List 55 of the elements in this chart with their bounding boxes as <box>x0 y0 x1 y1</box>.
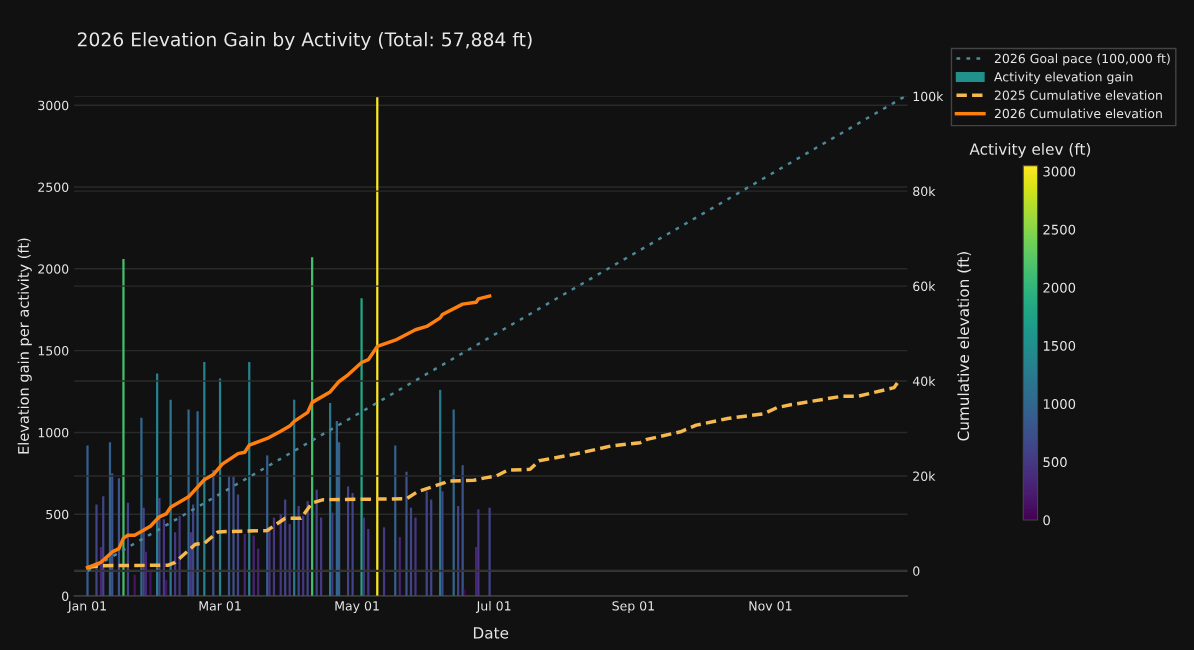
x-tick-label: Sep 01 <box>612 601 654 614</box>
bar <box>488 507 491 597</box>
bar <box>441 491 444 597</box>
legend-label: 2026 Cumulative elevation <box>994 108 1162 119</box>
y-axis-title: Elevation gain per activity (ft) <box>17 238 32 454</box>
y2-tick-label: 60k <box>913 281 936 291</box>
x-tick-label: May 01 <box>335 601 379 614</box>
y-tick-label: 1000 <box>38 427 69 438</box>
bar <box>158 497 161 597</box>
bar <box>86 445 89 597</box>
bar <box>414 517 417 597</box>
x-tick-label: Jan 01 <box>67 601 106 613</box>
color-bar-label: 500 <box>1043 457 1067 468</box>
y-tick-label: 2500 <box>38 182 69 192</box>
y-tick-label: 0 <box>62 591 69 601</box>
color-bar-label: 2500 <box>1043 224 1076 235</box>
x-tick-label: Mar 01 <box>199 601 241 611</box>
bar <box>196 411 199 597</box>
bar <box>232 476 235 597</box>
bar <box>187 409 190 597</box>
bar <box>405 471 408 597</box>
color-bar-label: 1000 <box>1043 399 1076 409</box>
x-axis-title: Date <box>473 627 509 639</box>
x-tick-label: Nov 01 <box>749 601 792 611</box>
y2-tick-label: 20k <box>913 471 936 481</box>
y2-axis-title: Cumulative elevation (ft) <box>957 252 971 441</box>
bar <box>360 298 363 597</box>
bar <box>169 399 172 597</box>
y2-tick-label: 40k <box>912 376 936 386</box>
bar <box>140 417 143 597</box>
bar <box>268 530 271 597</box>
bar <box>477 509 480 597</box>
y2-tick-label: 80k <box>913 186 936 197</box>
legend-label: 2025 Cumulative elevation <box>994 90 1162 100</box>
y-tick-label: 1500 <box>38 346 69 356</box>
line-series <box>85 294 492 570</box>
bar <box>149 571 152 597</box>
bar <box>178 515 181 597</box>
bar <box>122 259 125 597</box>
chart-title: 2026 Elevation Gain by Activity (Total: 57,884 ft) <box>77 31 532 51</box>
legend-label: Activity elevation gain <box>994 71 1133 84</box>
y-tick-label: 3000 <box>38 100 69 111</box>
color-bar-label: 3000 <box>1043 166 1076 177</box>
legend-label: 2026 Goal pace (100,000 ft) <box>994 53 1170 66</box>
y2-tick-label: 0 <box>913 566 920 576</box>
bar <box>95 504 98 597</box>
y-tick-label: 500 <box>46 509 69 520</box>
y-tick-label: 2000 <box>38 264 69 274</box>
color-bar-label: 0 <box>1043 515 1050 526</box>
x-tick-label: Jul 01 <box>475 600 511 613</box>
color-bar-title: Activity elev (ft) <box>969 143 1091 158</box>
color-bar-label: 2000 <box>1043 282 1076 293</box>
y2-tick-label: 100k <box>913 91 944 102</box>
bar <box>351 492 354 597</box>
color-bar-label: 1500 <box>1043 340 1076 351</box>
